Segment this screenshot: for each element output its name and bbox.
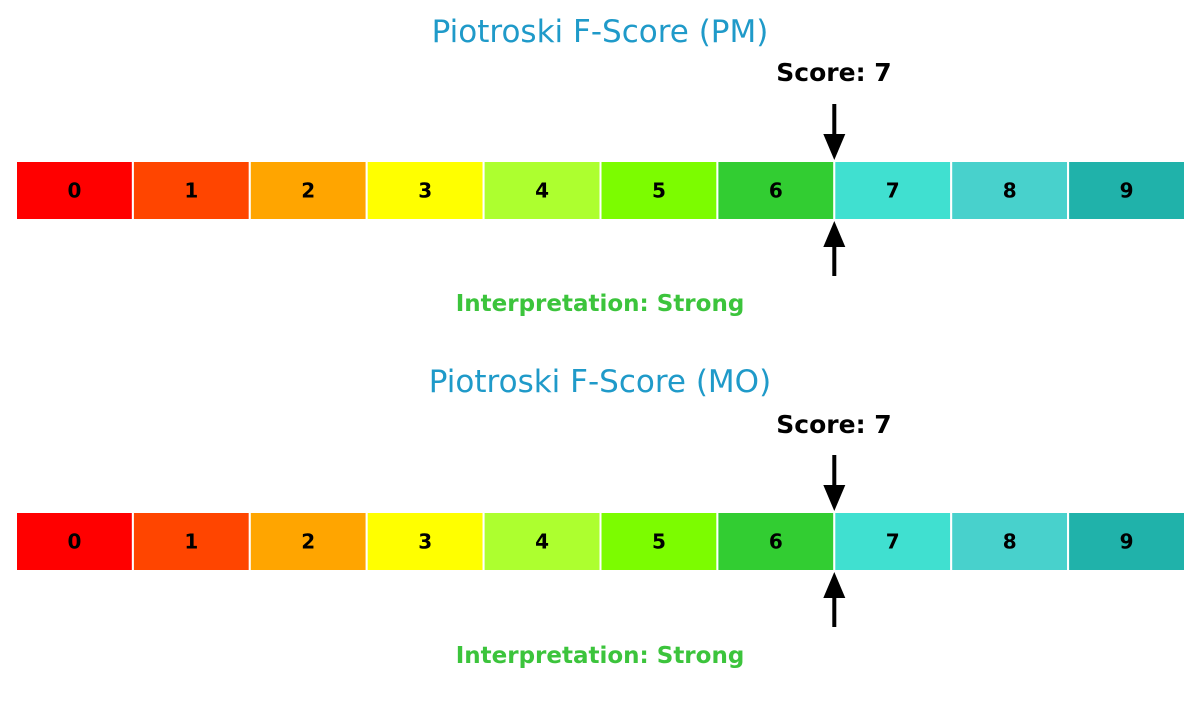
segment-label-1: 1 xyxy=(184,179,198,203)
gauge-segment-8 xyxy=(950,160,1070,221)
gauge-segment-4 xyxy=(482,160,602,221)
segment-label-2: 2 xyxy=(301,179,315,203)
score-arrow-down-icon xyxy=(823,134,846,160)
chart-title: Piotroski F-Score (MO) xyxy=(429,364,771,400)
segment-label-8: 8 xyxy=(1003,179,1017,203)
segment-label-5: 5 xyxy=(652,179,666,203)
segment-label-3: 3 xyxy=(418,179,432,203)
segment-label-8: 8 xyxy=(1003,530,1017,554)
segment-label-0: 0 xyxy=(67,179,81,203)
segment-label-0: 0 xyxy=(67,530,81,554)
segment-label-6: 6 xyxy=(769,530,783,554)
gauge-segment-7 xyxy=(833,511,953,572)
gauge-segment-0 xyxy=(15,160,134,221)
gauge-segment-9 xyxy=(1067,160,1186,221)
gauge-segments: 0 1 2 3 4 5 6 7 8 9 xyxy=(15,511,1186,572)
interpretation-label: Interpretation: Strong xyxy=(456,643,745,669)
gauge-segment-3 xyxy=(365,511,485,572)
gauge-segment-2 xyxy=(248,160,368,221)
segment-label-7: 7 xyxy=(886,179,900,203)
segment-label-9: 9 xyxy=(1120,179,1134,203)
interpretation-label: Interpretation: Strong xyxy=(456,291,745,317)
gauge-panel-pm: Piotroski F-Score (PM) Score: 7 0 1 2 3 4 5 6 7… xyxy=(15,14,1186,317)
gauge-segment-5 xyxy=(599,160,719,221)
segment-label-7: 7 xyxy=(886,530,900,554)
segment-label-4: 4 xyxy=(535,530,549,554)
gauge-segments: 0 1 2 3 4 5 6 7 8 9 xyxy=(15,160,1186,221)
gauge-segment-7 xyxy=(833,160,953,221)
gauge-segment-9 xyxy=(1067,511,1186,572)
segment-label-3: 3 xyxy=(418,530,432,554)
score-arrows xyxy=(823,455,846,627)
segment-label-5: 5 xyxy=(652,530,666,554)
score-arrow-up-icon xyxy=(823,572,846,598)
gauge-chart-mo: Piotroski F-Score (MO) Score: 7 0 1 2 3 4 5 6 7… xyxy=(15,364,1186,669)
segment-label-6: 6 xyxy=(769,179,783,203)
gauge-segment-6 xyxy=(716,160,836,221)
chart-title: Piotroski F-Score (PM) xyxy=(432,14,769,50)
gauge-segment-0 xyxy=(15,511,134,572)
gauge-panel-mo: Piotroski F-Score (MO) Score: 7 0 1 2 3 4 5 6 7… xyxy=(0,351,1200,702)
gauge-segment-1 xyxy=(131,511,251,572)
score-label: Score: 7 xyxy=(776,58,891,87)
score-label: Score: 7 xyxy=(776,410,891,439)
segment-label-1: 1 xyxy=(184,530,198,554)
segment-label-2: 2 xyxy=(301,530,315,554)
gauge-segment-8 xyxy=(950,511,1070,572)
score-arrow-down-icon xyxy=(823,485,846,511)
segment-label-4: 4 xyxy=(535,179,549,203)
gauge-chart-pm: Piotroski F-Score (PM) Score: 7 0 1 2 3 4 5 6 7… xyxy=(15,14,1186,317)
gauge-segment-1 xyxy=(131,160,251,221)
score-arrows xyxy=(823,104,846,276)
score-arrow-up-icon xyxy=(823,221,846,247)
gauge-segment-2 xyxy=(248,511,368,572)
segment-label-9: 9 xyxy=(1120,530,1134,554)
